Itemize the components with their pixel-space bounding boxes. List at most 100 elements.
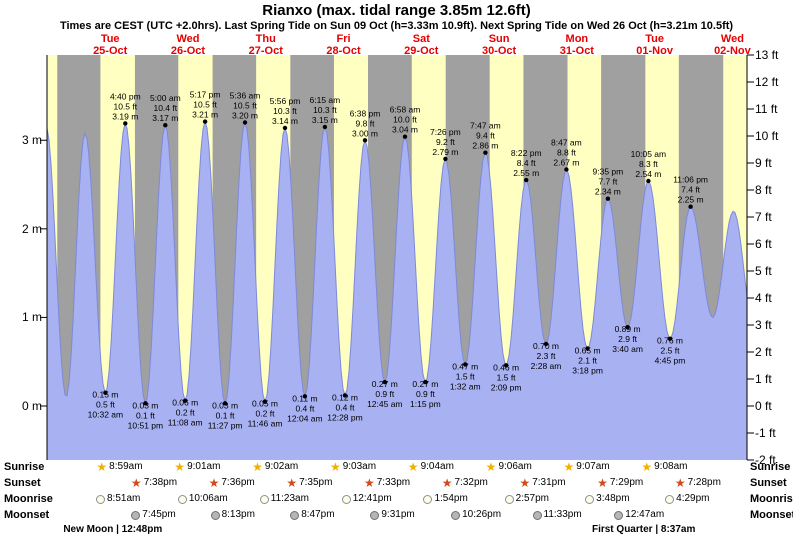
- row-label-moonrise: Moonrise: [4, 493, 53, 505]
- moonrise-time: 3:48pm: [596, 493, 630, 504]
- tide-extreme-dot: [625, 325, 630, 330]
- row-label-moonrise: Moonrise: [750, 493, 793, 505]
- tide-annotation-high: 11:06 pm: [673, 175, 708, 185]
- row-label-sunset: Sunset: [750, 477, 787, 489]
- tide-annotation-low: 0.15 m: [92, 390, 118, 400]
- moonrise-time: 12:41pm: [352, 493, 392, 504]
- tide-extreme-dot: [183, 398, 188, 403]
- tide-annotation-low: 0.5 ft: [96, 400, 116, 410]
- tide-annotation-low: 0.06 m: [172, 398, 198, 408]
- sunrise-entry: ★ 9:06am: [486, 461, 532, 473]
- tide-annotation-low: 0.03 m: [132, 400, 158, 410]
- day-label: Sat 29-Oct: [386, 33, 456, 57]
- tide-annotation-low: 2:09 pm: [491, 382, 522, 392]
- moonrise-entry: 10:06am: [177, 493, 228, 505]
- y-label-m: 0 m: [21, 399, 42, 413]
- moonrise-icon: [423, 494, 433, 504]
- tide-annotation-high: 9:35 pm: [593, 167, 624, 177]
- tide-annotation-high: 9.4 ft: [476, 131, 496, 141]
- moonset-entry: 9:31pm: [370, 509, 415, 521]
- day-weekday: Tue: [645, 33, 664, 45]
- moonrise-icon: [585, 494, 595, 504]
- moonrise-icon: [504, 494, 514, 504]
- tide-annotation-high: 10.0 ft: [393, 115, 417, 125]
- row-label-sunset: Sunset: [4, 477, 41, 489]
- day-weekday: Sun: [488, 33, 510, 45]
- tide-annotation-high: 10.5 ft: [233, 101, 257, 111]
- sunrise-star-icon: ★: [252, 460, 263, 474]
- tide-annotation-high: 8.8 ft: [557, 148, 577, 158]
- tide-annotation-low: 11:08 am: [168, 418, 203, 428]
- tide-annotation-high: 3.00 m: [352, 128, 378, 138]
- y-label-ft: 13 ft: [755, 48, 779, 62]
- sunset-time: 7:31pm: [532, 477, 566, 488]
- row-label-moonset: Moonset: [4, 509, 50, 521]
- moonset-entry: 10:26pm: [451, 509, 501, 521]
- tide-annotation-high: 3.04 m: [392, 125, 418, 135]
- tide-annotation-low: 12:28 pm: [327, 412, 362, 422]
- tide-extreme-dot: [443, 156, 448, 162]
- moonset-icon: [451, 510, 461, 520]
- y-label-ft: 0 ft: [755, 399, 772, 413]
- tide-annotation-high: 7.7 ft: [598, 177, 618, 187]
- day-date: 28-Oct: [326, 44, 361, 57]
- tide-annotation-low: 1:15 pm: [410, 399, 441, 409]
- tide-annotation-high: 8.4 ft: [517, 158, 537, 168]
- tide-extreme-dot: [483, 150, 488, 155]
- tide-extreme-dot: [202, 119, 208, 124]
- sunset-star-icon: ★: [597, 476, 608, 490]
- row-label-sunrise: Sunrise: [750, 461, 791, 473]
- tide-extreme-dot: [423, 379, 428, 385]
- sunset-entry: ★ 7:32pm: [442, 477, 488, 489]
- sunset-time: 7:35pm: [299, 477, 333, 488]
- tide-annotation-low: 11:46 am: [248, 419, 283, 429]
- moonset-time: 9:31pm: [381, 509, 415, 520]
- tide-annotation-low: 3:18 pm: [572, 365, 603, 375]
- y-label-ft: 10 ft: [755, 129, 779, 143]
- sunrise-entry: ★ 9:02am: [252, 461, 298, 473]
- day-weekday: Mon: [565, 33, 589, 45]
- sunrise-entry: ★ 8:59am: [96, 461, 142, 473]
- moonrise-time: 4:29pm: [676, 493, 710, 504]
- tide-extreme-dot: [302, 394, 308, 399]
- moonset-time: 10:26pm: [462, 509, 502, 520]
- y-label-m: 3 m: [21, 133, 42, 148]
- tide-annotation-high: 8:22 pm: [511, 148, 542, 158]
- tide-annotation-low: 0.27 m: [372, 379, 398, 389]
- row-label-moonset: Moonset: [750, 509, 793, 521]
- tide-annotation-low: 1.5 ft: [456, 371, 476, 381]
- day-date: 29-Oct: [404, 44, 439, 57]
- tide-annotation-low: 0.11 m: [292, 393, 317, 403]
- moonrise-entry: 8:51am: [95, 493, 140, 505]
- moonset-entry: 8:47pm: [290, 509, 335, 521]
- moonrise-entry: 3:48pm: [585, 493, 630, 505]
- y-label-ft: 6 ft: [755, 237, 772, 251]
- moonset-icon: [532, 510, 542, 520]
- tide-annotation-low: 2.5 ft: [661, 346, 681, 356]
- page-subtitle: Times are CEST (UTC +2.0hrs). Last Sprin…: [59, 20, 734, 32]
- tide-annotation-high: 3.19 m: [112, 111, 138, 121]
- tide-annotation-high: 2.34 m: [595, 187, 621, 197]
- day-date: 26-Oct: [170, 44, 206, 57]
- sunrise-entry: ★ 9:03am: [330, 461, 376, 473]
- tide-annotation-low: 0.4 ft: [336, 402, 356, 412]
- moonrise-entry: 4:29pm: [665, 493, 710, 505]
- moonset-icon: [210, 510, 220, 520]
- tide-annotation-low: 0.1 ft: [136, 410, 156, 420]
- tide-annotation-high: 3.20 m: [232, 111, 258, 121]
- sunset-entry: ★ 7:35pm: [286, 477, 332, 489]
- day-label: Wed 02-Nov: [697, 33, 767, 57]
- sunset-entry: ★ 7:38pm: [131, 477, 177, 489]
- tide-annotation-low: 0.65 m: [575, 345, 601, 355]
- y-label-ft: -1 ft: [755, 426, 776, 440]
- tide-annotation-low: 2.9 ft: [618, 334, 638, 344]
- sunset-entry: ★ 7:36pm: [209, 477, 255, 489]
- tide-annotation-high: 10:05 am: [631, 149, 666, 159]
- tide-extreme-dot: [163, 123, 168, 128]
- sunset-star-icon: ★: [130, 476, 142, 490]
- day-date: 02-Nov: [714, 44, 751, 57]
- y-label-ft: 1 ft: [755, 372, 772, 386]
- moonset-icon: [614, 510, 624, 520]
- tide-annotation-high: 6:15 am: [310, 95, 341, 105]
- tide-annotation-low: 10:32 am: [88, 410, 123, 420]
